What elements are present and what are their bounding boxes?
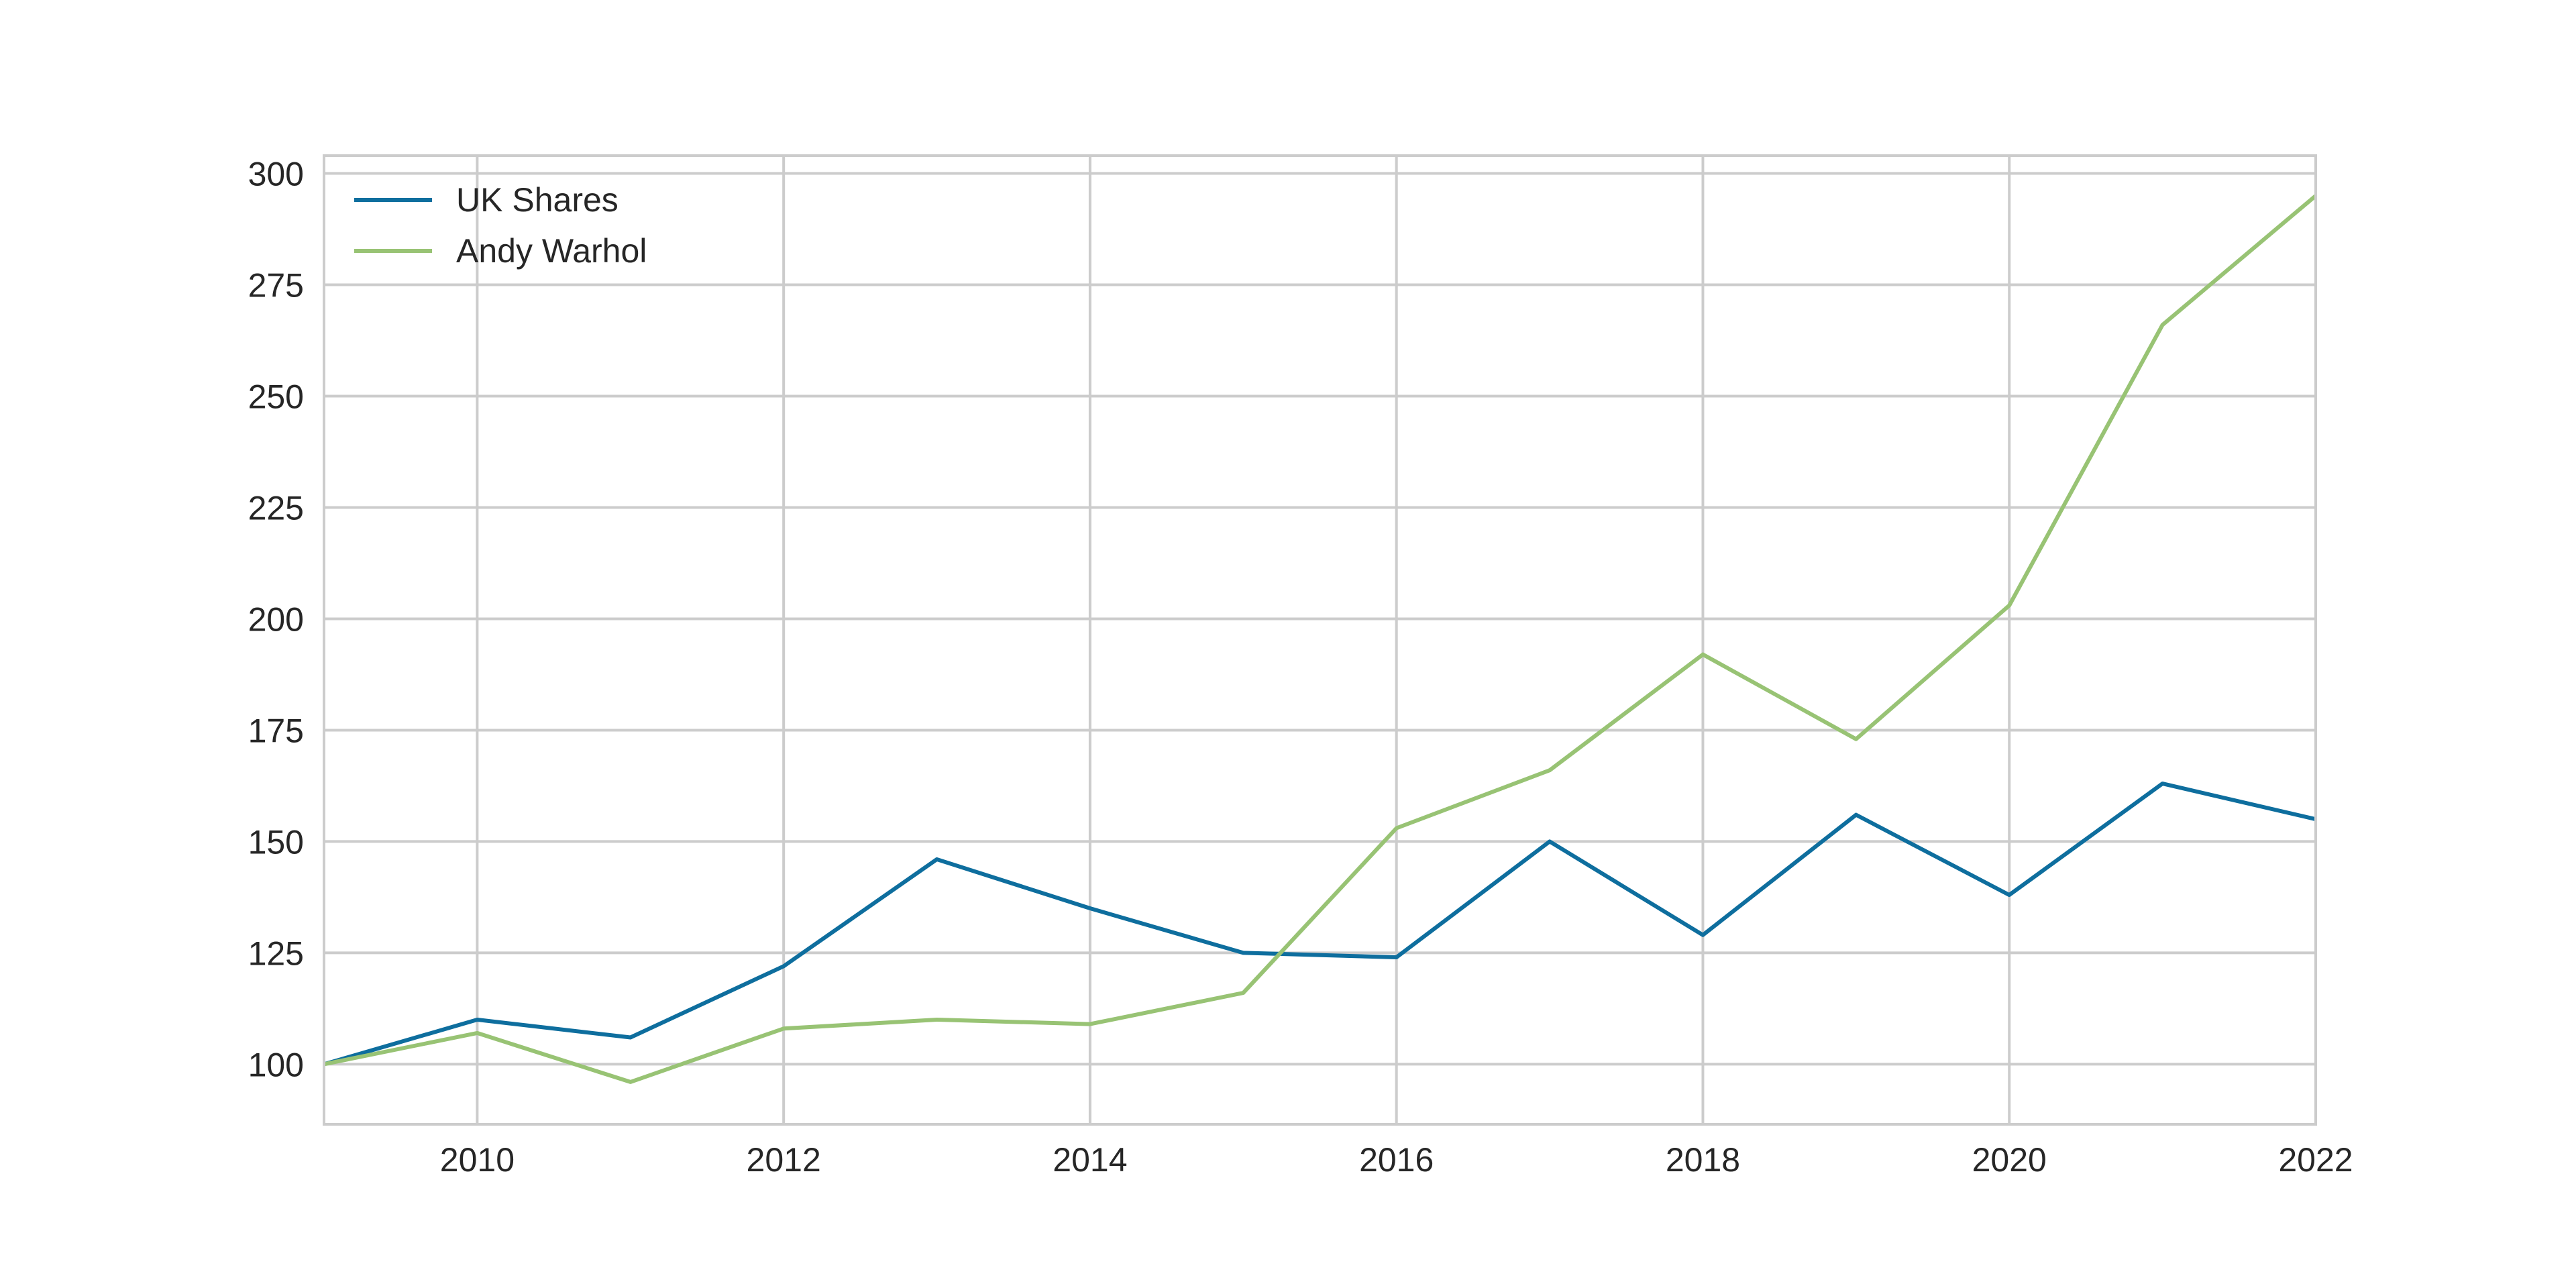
y-tick-label-175: 175	[248, 712, 304, 749]
x-tick-label-2016: 2016	[1359, 1141, 1434, 1179]
x-tick-label-2022: 2022	[2278, 1141, 2353, 1179]
plot-frame	[323, 154, 2317, 1126]
y-tick-label-225: 225	[248, 489, 304, 527]
x-tick-label-2012: 2012	[747, 1141, 821, 1179]
x-tick-label-2010: 2010	[440, 1141, 515, 1179]
y-tick-label-300: 300	[248, 156, 304, 193]
tick-labels: 2010 2012 2014 2016 2018 2020 2022 100 125 150 175…	[248, 156, 2353, 1179]
y-tick-label-125: 125	[248, 934, 304, 972]
y-tick-label-100: 100	[248, 1046, 304, 1083]
legend-label-uk-shares: UK Shares	[456, 181, 619, 219]
grid	[324, 156, 2317, 1124]
y-tick-label-150: 150	[248, 823, 304, 861]
series-lines	[323, 194, 2317, 1084]
y-tick-label-250: 250	[248, 378, 304, 416]
y-tick-label-275: 275	[248, 267, 304, 305]
series-line-uk-shares	[323, 782, 2316, 1067]
legend-label-andy-warhol: Andy Warhol	[456, 232, 647, 270]
series-line-andy-warhol	[323, 194, 2317, 1084]
x-tick-label-2020: 2020	[1972, 1141, 2047, 1179]
legend: UK Shares Andy Warhol	[354, 181, 647, 270]
x-tick-label-2014: 2014	[1053, 1141, 1127, 1179]
x-tick-label-2018: 2018	[1666, 1141, 1740, 1179]
y-tick-label-200: 200	[248, 600, 304, 638]
